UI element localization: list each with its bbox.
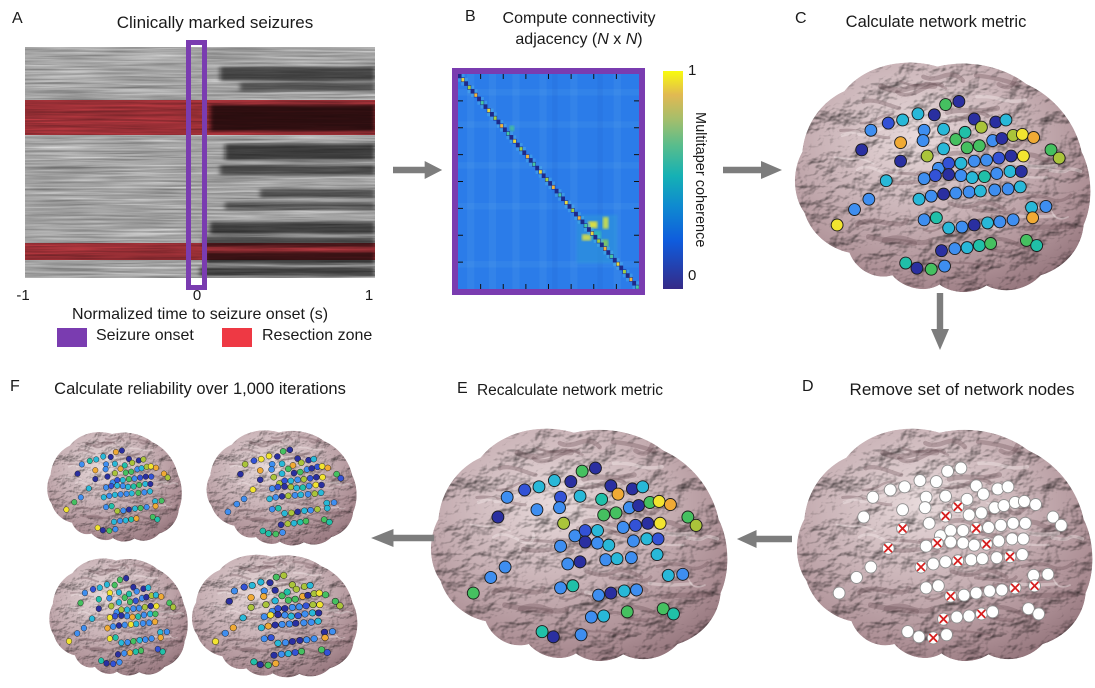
panel-a-label: A: [12, 10, 23, 27]
arrow-e-to-f: [371, 529, 434, 547]
adjacency-matrix-frame: [452, 68, 645, 295]
arrow-b-to-c: [723, 161, 782, 179]
x-tick-minus1: -1: [16, 287, 30, 304]
colorbar-max-label: 1: [688, 62, 697, 79]
resection-band-upper: [25, 100, 375, 135]
x-tick-one: 1: [364, 287, 374, 304]
seizure-onset-rect: [186, 40, 207, 290]
colorbar-min-label: 0: [688, 267, 697, 284]
panel-d-label: D: [802, 378, 814, 395]
panel-e-label: E: [457, 380, 468, 397]
arrow-c-to-d: [931, 293, 949, 350]
brain-f-iteration-2: [203, 424, 359, 548]
brain-c: [788, 50, 1095, 297]
arrow-d-to-e: [736, 530, 792, 548]
panel-b-title-line1: Compute connectivity: [502, 10, 656, 27]
title-line2-mid: x: [608, 31, 626, 48]
panel-f-title: Calculate reliability over 1,000 iterati…: [54, 380, 346, 398]
adjacency-matrix: [457, 73, 640, 290]
title-line2-post: ): [637, 31, 643, 48]
resection-zone-legend-label: Resection zone: [262, 327, 373, 344]
n-symbol: N: [597, 31, 609, 48]
panel-e-title: Recalculate network metric: [476, 382, 664, 399]
brain-e: [424, 416, 732, 666]
brain-d: [790, 416, 1095, 666]
x-axis-label: Normalized time to seizure onset (s): [71, 306, 329, 323]
panel-b-label: B: [465, 8, 476, 25]
brain-f-iteration-1: [44, 426, 184, 544]
arrow-a-to-b: [393, 161, 443, 179]
seizure-onset-swatch: [57, 328, 87, 347]
panel-a-title: Clinically marked seizures: [116, 13, 314, 32]
brain-f-iteration-4: [188, 548, 360, 680]
panel-c-label: C: [795, 10, 807, 27]
panel-b-title-line2: adjacency (N x N): [454, 31, 704, 49]
panel-c-title: Calculate network metric: [845, 13, 1027, 31]
brain-f-iteration-3: [46, 552, 190, 678]
colorbar-title: Multitaper coherence: [692, 112, 708, 248]
resection-zone-swatch: [222, 328, 252, 347]
n-symbol: N: [625, 31, 638, 48]
x-tick-zero: 0: [192, 287, 202, 304]
title-line2-pre: adjacency (: [515, 31, 598, 48]
resection-band-lower: [25, 243, 375, 260]
seizure-onset-legend-label: Seizure onset: [96, 327, 194, 344]
coherence-colorbar: [663, 71, 683, 289]
eeg-raster: [25, 47, 375, 278]
panel-d-title: Remove set of network nodes: [849, 380, 1075, 399]
panel-f-label: F: [10, 378, 20, 395]
